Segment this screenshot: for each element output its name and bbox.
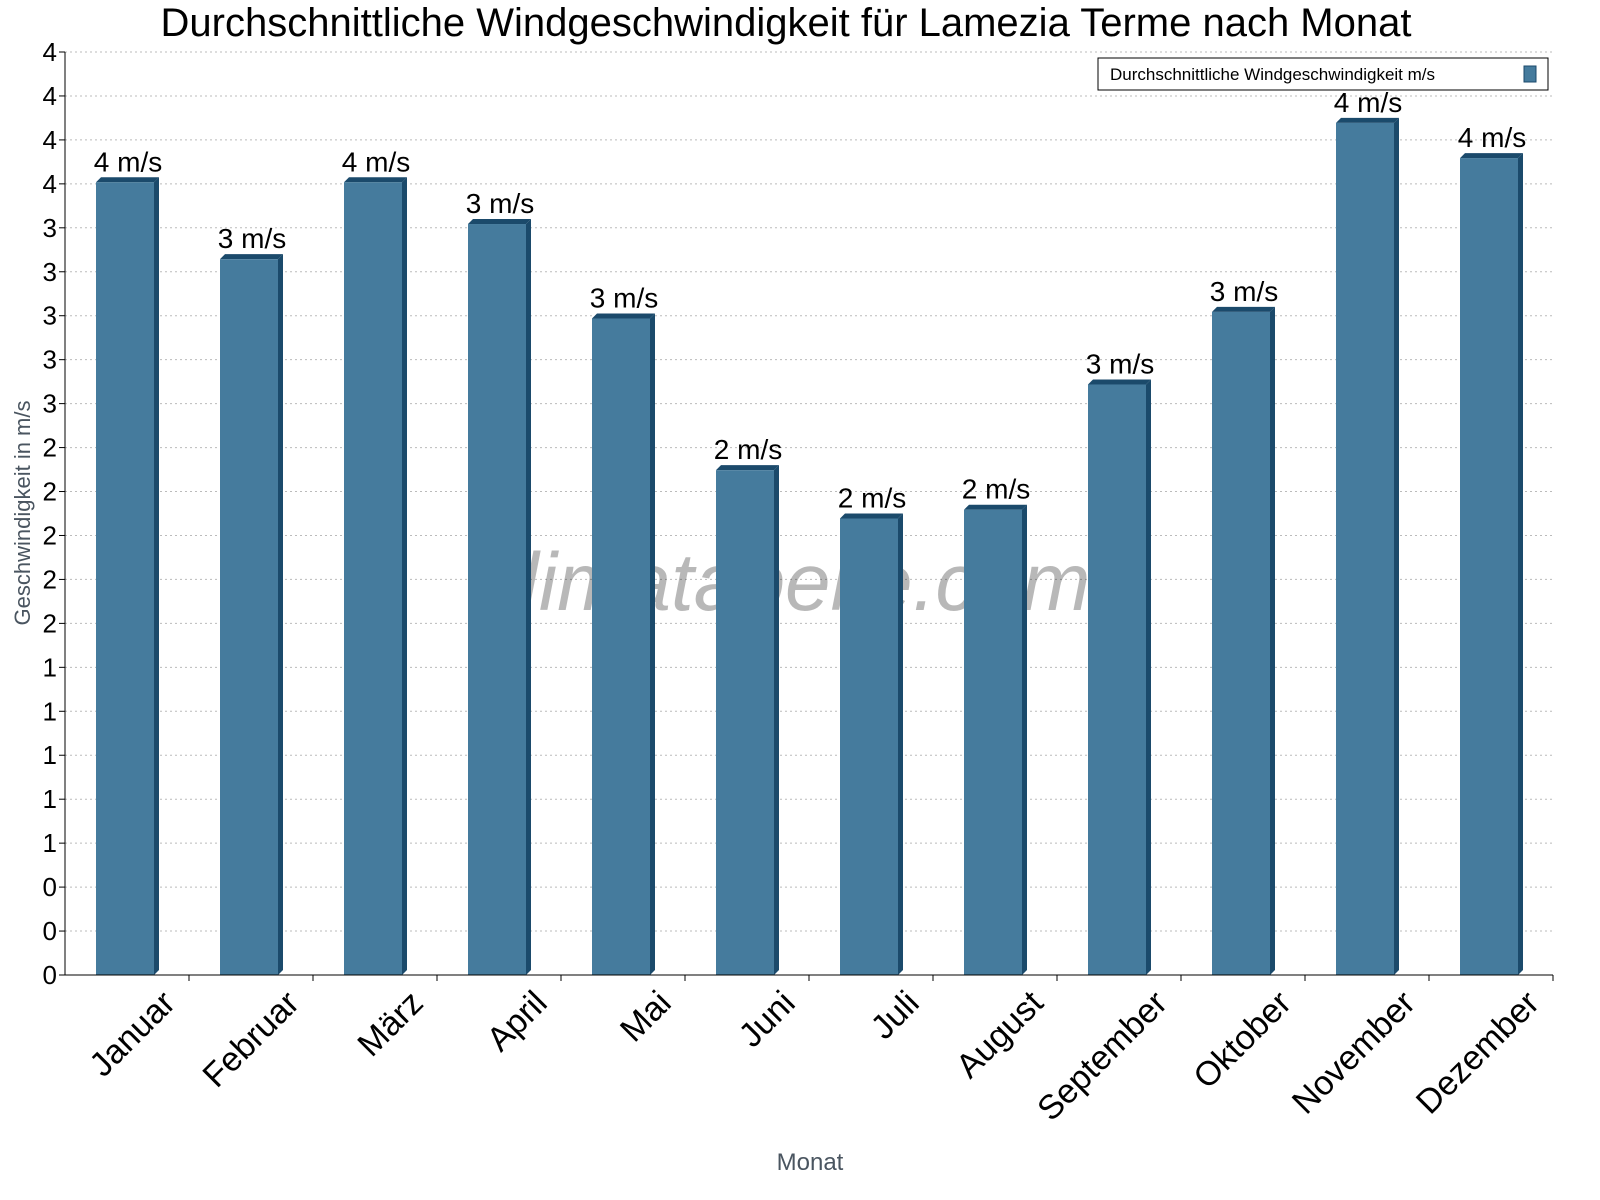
bar-side bbox=[1146, 379, 1151, 975]
chart-title: Durchschnittliche Windgeschwindigkeit fü… bbox=[161, 1, 1412, 45]
bar-side bbox=[1394, 117, 1399, 975]
bar bbox=[1212, 311, 1270, 975]
bar-top bbox=[592, 313, 655, 319]
y-tick-label: 1 bbox=[43, 740, 57, 770]
y-tick-label: 1 bbox=[43, 696, 57, 726]
bar-top bbox=[840, 513, 903, 519]
data-label: 3 m/s bbox=[218, 223, 286, 254]
y-tick-label: 0 bbox=[43, 916, 57, 946]
y-tick-label: 1 bbox=[43, 652, 57, 682]
y-tick-label: 2 bbox=[43, 520, 57, 550]
x-tick-label: Mai bbox=[613, 984, 679, 1050]
data-label: 4 m/s bbox=[342, 146, 410, 177]
data-label: 3 m/s bbox=[1210, 276, 1278, 307]
data-label: 2 m/s bbox=[962, 474, 1030, 505]
x-tick-label: Juli bbox=[864, 984, 927, 1047]
y-tick-label: 4 bbox=[43, 37, 57, 67]
grid bbox=[65, 51, 1553, 932]
bar-side bbox=[1022, 504, 1027, 975]
x-tick-label: Januar bbox=[82, 984, 182, 1084]
bar-top bbox=[220, 254, 283, 260]
bar-side bbox=[526, 219, 531, 975]
y-tick-label: 1 bbox=[43, 828, 57, 858]
x-tick-label: April bbox=[480, 984, 555, 1059]
x-axis-label: Monat bbox=[777, 1149, 844, 1176]
bar-top bbox=[964, 504, 1027, 510]
bar-side bbox=[774, 465, 779, 975]
bar-side bbox=[650, 313, 655, 975]
x-tick-label: August bbox=[949, 983, 1051, 1085]
y-tick-label: 3 bbox=[43, 389, 57, 419]
x-tick-label: März bbox=[350, 984, 430, 1064]
x-tick-label: Dezember bbox=[1409, 984, 1547, 1122]
legend-label: Durchschnittliche Windgeschwindigkeit m/… bbox=[1110, 65, 1435, 84]
data-label: 4 m/s bbox=[1334, 87, 1402, 118]
y-tick-label: 0 bbox=[43, 960, 57, 990]
bar bbox=[468, 224, 526, 975]
legend: Durchschnittliche Windgeschwindigkeit m/… bbox=[1097, 57, 1549, 91]
y-tick-label: 2 bbox=[43, 477, 57, 507]
y-tick-label: 2 bbox=[43, 608, 57, 638]
bar-top bbox=[1460, 153, 1523, 159]
data-label: 3 m/s bbox=[590, 283, 658, 314]
y-tick-label: 3 bbox=[43, 213, 57, 243]
bars: 4 m/s 3 m/s 4 m/s 3 m/s 3 m/s 2 m/s 2 m/s 2 m/s… bbox=[94, 87, 1526, 976]
y-tick-label: 3 bbox=[43, 345, 57, 375]
y-tick-label: 2 bbox=[43, 433, 57, 463]
y-tick-label: 0 bbox=[43, 872, 57, 902]
y-tick-label: 3 bbox=[43, 301, 57, 331]
bar-top bbox=[716, 465, 779, 471]
x-tick-label: Februar bbox=[196, 984, 307, 1095]
bar bbox=[1088, 384, 1146, 975]
bar bbox=[220, 259, 278, 976]
y-tick-label: 3 bbox=[43, 257, 57, 287]
bar bbox=[344, 182, 402, 975]
data-label: 3 m/s bbox=[466, 188, 534, 219]
bar-side bbox=[154, 177, 159, 975]
y-tick-label: 4 bbox=[43, 81, 57, 111]
x-tick-label: November bbox=[1285, 984, 1423, 1122]
y-tick-label: 1 bbox=[43, 784, 57, 814]
bar bbox=[1336, 122, 1394, 975]
bar bbox=[716, 470, 774, 975]
bar-top bbox=[1336, 117, 1399, 123]
data-label: 3 m/s bbox=[1086, 348, 1154, 379]
bar-top bbox=[1088, 379, 1151, 385]
bar bbox=[1460, 158, 1518, 976]
y-tick-label: 4 bbox=[43, 125, 57, 155]
bar-top bbox=[1212, 306, 1275, 312]
data-label: 2 m/s bbox=[838, 483, 906, 514]
data-label: 4 m/s bbox=[94, 146, 162, 177]
y-tick-label: 2 bbox=[43, 564, 57, 594]
bar bbox=[592, 318, 650, 975]
bar-side bbox=[402, 177, 407, 975]
bar-side bbox=[898, 513, 903, 975]
x-tick-label: September bbox=[1030, 984, 1174, 1128]
x-tick-label: Juni bbox=[732, 984, 803, 1055]
bar bbox=[964, 509, 1022, 975]
bar-side bbox=[1518, 153, 1523, 976]
y-axis-label: Geschwindigkeit in m/s bbox=[10, 401, 35, 626]
bar-side bbox=[1270, 306, 1275, 975]
bar-top bbox=[468, 219, 531, 225]
legend-swatch bbox=[1523, 65, 1537, 83]
bar-side bbox=[278, 254, 283, 975]
x-tick-label: Oktober bbox=[1186, 984, 1298, 1096]
bar bbox=[96, 182, 154, 975]
data-label: 4 m/s bbox=[1458, 122, 1526, 153]
bar bbox=[840, 518, 898, 975]
data-label: 2 m/s bbox=[714, 434, 782, 465]
bar-top bbox=[344, 177, 407, 183]
y-tick-label: 4 bbox=[43, 169, 57, 199]
bar-top bbox=[96, 177, 159, 183]
